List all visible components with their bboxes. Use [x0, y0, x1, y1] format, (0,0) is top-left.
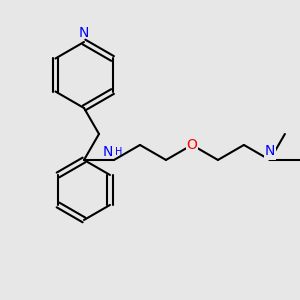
Text: N: N	[103, 146, 113, 159]
Text: N: N	[79, 26, 89, 40]
Text: O: O	[187, 138, 197, 152]
Text: H: H	[116, 147, 123, 157]
Text: N: N	[265, 145, 275, 158]
